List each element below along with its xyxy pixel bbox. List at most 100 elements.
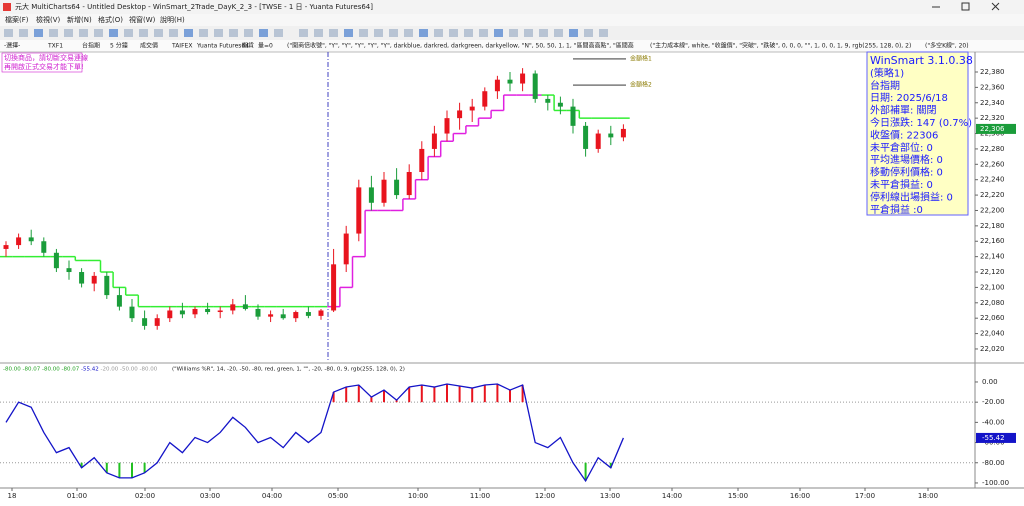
indicator-header-value: -80.07 (62, 367, 80, 373)
menu-item[interactable]: 格式(O) (98, 15, 123, 24)
tool-button[interactable] (344, 29, 353, 37)
notice-line: 切換商品，請切斷交易連線 (4, 53, 88, 62)
tool-button[interactable] (274, 29, 283, 37)
tool-button[interactable] (214, 29, 223, 37)
candle-body (570, 106, 576, 126)
candle-body (154, 318, 160, 326)
info-line: 外部補單: 關閉 (870, 104, 937, 117)
candle-body (255, 308, 261, 317)
tool-button[interactable] (244, 29, 253, 37)
menu-item[interactable]: 新增(N) (67, 15, 92, 24)
y-tick-label: 22,120 (980, 268, 1005, 276)
tool-button[interactable] (124, 29, 133, 37)
x-tick-label: 14:00 (662, 492, 682, 500)
menu-item[interactable]: 視窗(W) (129, 15, 156, 24)
tool-button[interactable] (569, 29, 578, 37)
williams-line (5, 383, 624, 483)
info-box (866, 51, 969, 216)
candle-body (419, 148, 425, 173)
candle-body (129, 306, 135, 319)
tool-button[interactable] (524, 29, 533, 37)
candle-body (104, 275, 110, 296)
tool-button[interactable] (359, 29, 368, 37)
candle-body (368, 187, 374, 203)
candle-body (293, 312, 299, 319)
tool-button[interactable] (434, 29, 443, 37)
candle-body (192, 308, 198, 315)
tool-button[interactable] (109, 29, 118, 37)
tool-button[interactable] (4, 29, 13, 37)
candle-body (242, 304, 248, 309)
tool-button[interactable] (509, 29, 518, 37)
tool-button[interactable] (199, 29, 208, 37)
x-tick-label: 04:00 (262, 492, 282, 500)
tool-button[interactable] (599, 29, 608, 37)
tool-button[interactable] (449, 29, 458, 37)
x-tick-label: 10:00 (408, 492, 428, 500)
tool-button[interactable] (419, 29, 428, 37)
tool-button[interactable] (479, 29, 488, 37)
menu-item[interactable]: 檢視(V) (36, 15, 61, 24)
tool-button[interactable] (299, 29, 308, 37)
tool-button[interactable] (554, 29, 563, 37)
candle-body (431, 133, 437, 149)
tool-button[interactable] (34, 29, 43, 37)
tool-button[interactable] (64, 29, 73, 37)
tool-button[interactable] (539, 29, 548, 37)
chart-header-item: -選擇- (4, 42, 20, 50)
y-tick-label: 22,100 (980, 283, 1005, 291)
candle-body (406, 172, 412, 196)
tool-button[interactable] (139, 29, 148, 37)
menu-item[interactable]: 檔案(F) (5, 15, 29, 24)
y-tick-label: -100.00 (982, 479, 1009, 487)
tool-button[interactable] (154, 29, 163, 37)
tool-button[interactable] (374, 29, 383, 37)
window-title: 元大 MultiCharts64 - Untitled Desktop - Wi… (15, 2, 373, 11)
candle-body (545, 98, 551, 103)
tool-button[interactable] (259, 29, 268, 37)
candle-body (167, 310, 173, 319)
y-tick-label: 22,180 (980, 222, 1005, 230)
candle-body (91, 275, 97, 284)
tool-button[interactable] (19, 29, 28, 37)
chart-header-item: 期貨 (242, 42, 254, 50)
title-bar (0, 0, 1024, 14)
tool-button[interactable] (464, 29, 473, 37)
tool-button[interactable] (584, 29, 593, 37)
candle-body (142, 318, 148, 326)
candle-body (457, 110, 463, 119)
tool-button[interactable] (169, 29, 178, 37)
y-tick-label: 22,240 (980, 176, 1005, 184)
y-tick-label: 22,160 (980, 237, 1005, 245)
candle-body (583, 125, 589, 149)
x-tick-label: 02:00 (135, 492, 155, 500)
chart-header-item: Yuanta Futures64 (196, 43, 249, 50)
y-tick-label: 22,200 (980, 206, 1005, 214)
chart-header-bar (0, 40, 1024, 52)
tool-button[interactable] (94, 29, 103, 37)
chart-header-item: ("開商倍收號", "Y", "Y", "Y", "Y", "Y", darkb… (287, 42, 634, 50)
tool-button[interactable] (329, 29, 338, 37)
close-button[interactable] (991, 2, 1000, 11)
candle-body (16, 237, 22, 246)
tool-button[interactable] (49, 29, 58, 37)
y-tick-label: 22,020 (980, 345, 1005, 353)
tool-button[interactable] (389, 29, 398, 37)
tool-button[interactable] (494, 29, 503, 37)
tool-button[interactable] (229, 29, 238, 37)
y-tick-label: 22,340 (980, 99, 1005, 107)
candle-body (343, 233, 349, 265)
info-line: 移動停利價格: 0 (870, 166, 943, 179)
candle-body (79, 272, 85, 284)
maximize-button[interactable] (961, 2, 970, 11)
menu-bar (0, 14, 1024, 26)
tool-button[interactable] (184, 29, 193, 37)
tool-button[interactable] (404, 29, 413, 37)
info-line: 日期: 2025/6/18 (870, 92, 948, 104)
menu-item[interactable]: 說明(H) (160, 15, 185, 24)
tool-button[interactable] (314, 29, 323, 37)
chart-header-item: 量=0 (258, 43, 273, 50)
candle-body (494, 79, 500, 92)
tool-button[interactable] (79, 29, 88, 37)
last-price-label: 22,306 (980, 125, 1005, 133)
